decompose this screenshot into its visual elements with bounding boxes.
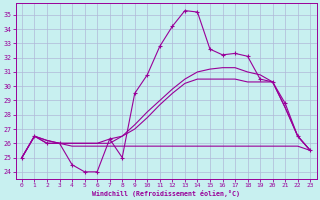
X-axis label: Windchill (Refroidissement éolien,°C): Windchill (Refroidissement éolien,°C): [92, 190, 240, 197]
